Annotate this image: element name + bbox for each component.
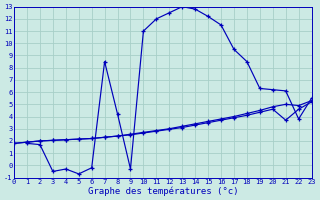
X-axis label: Graphe des températures (°c): Graphe des températures (°c)	[88, 186, 238, 196]
